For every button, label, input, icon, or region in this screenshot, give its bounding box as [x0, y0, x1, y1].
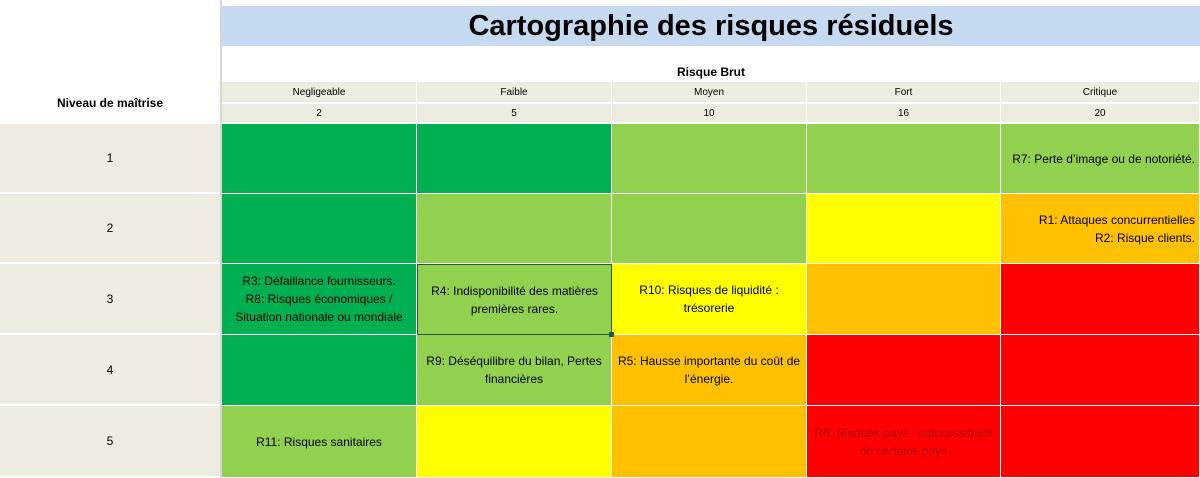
matrix-cell[interactable]: R3: Défaillance fournisseurs. R8: Risque…: [222, 264, 417, 335]
matrix-cell[interactable]: [222, 194, 417, 264]
matrix-cell[interactable]: [807, 335, 1001, 406]
row-header[interactable]: 1: [0, 124, 220, 194]
matrix-cell[interactable]: R9: Déséquilibre du bilan, Pertes financ…: [417, 335, 612, 406]
matrix-cell[interactable]: [1001, 264, 1200, 335]
column-header-label[interactable]: Fort: [807, 82, 1001, 102]
matrix-cell[interactable]: R4: Indisponibilité des matières premièr…: [417, 264, 612, 335]
page-title: Cartographie des risques résiduels: [222, 6, 1200, 46]
matrix-cell[interactable]: [222, 335, 417, 406]
row-header[interactable]: 3: [0, 264, 220, 335]
risk-label: R1: Attaques concurrentielles R2: Risque…: [1038, 212, 1195, 245]
matrix-cell[interactable]: [417, 406, 612, 478]
column-header-value[interactable]: 16: [807, 104, 1001, 122]
column-header-label[interactable]: Faible: [417, 82, 612, 102]
column-header-value[interactable]: 5: [417, 104, 612, 122]
column-header-value[interactable]: 2: [222, 104, 417, 122]
matrix-cell[interactable]: [417, 124, 612, 194]
matrix-cell[interactable]: [612, 194, 807, 264]
matrix-cell[interactable]: [222, 124, 417, 194]
matrix-cell[interactable]: R1: Attaques concurrentielles R2: Risque…: [1001, 194, 1200, 264]
column-group-label: Risque Brut: [676, 65, 745, 79]
row-header[interactable]: 2: [0, 194, 220, 264]
matrix-cell[interactable]: [807, 264, 1001, 335]
risk-label: R9: Déséquilibre du bilan, Pertes financ…: [426, 354, 602, 386]
matrix-cell[interactable]: R5: Hausse importante du coût de l’énerg…: [612, 335, 807, 406]
risk-label: R6: Risques pays : inaccessibilité de ce…: [814, 425, 993, 458]
column-header-value[interactable]: 20: [1001, 104, 1200, 122]
matrix-cell[interactable]: [1001, 335, 1200, 406]
row-axis-label: Niveau de maîtrise: [56, 96, 164, 110]
risk-label: R3: Défaillance fournisseurs. R8: Risque…: [235, 274, 403, 324]
matrix-cell[interactable]: R10: Risques de liquidité : trésorerie: [612, 264, 807, 335]
risk-label: R4: Indisponibilité des matières premièr…: [431, 283, 598, 316]
matrix-cell[interactable]: R6: Risques pays : inaccessibilité de ce…: [807, 406, 1001, 478]
matrix-cell[interactable]: [807, 194, 1001, 264]
row-header[interactable]: 5: [0, 406, 220, 478]
column-header-label[interactable]: Moyen: [612, 82, 807, 102]
risk-label: R11: Risques sanitaires: [256, 434, 382, 449]
matrix-cell[interactable]: [612, 406, 807, 478]
column-header-value[interactable]: 10: [612, 104, 807, 122]
frozen-pane-divider: [220, 0, 222, 478]
matrix-cell[interactable]: [807, 124, 1001, 194]
column-header-label[interactable]: Negligeable: [222, 82, 417, 102]
column-header-label[interactable]: Critique: [1001, 82, 1200, 102]
selection-fill-handle[interactable]: [609, 332, 614, 337]
row-header[interactable]: 4: [0, 335, 220, 406]
risk-label: R7: Perte d’image ou de notoriété.: [1012, 151, 1195, 166]
matrix-cell[interactable]: [1001, 406, 1200, 478]
matrix-cell[interactable]: R11: Risques sanitaires: [222, 406, 417, 478]
matrix-cell[interactable]: [612, 124, 807, 194]
risk-label: R10: Risques de liquidité : trésorerie: [639, 283, 779, 315]
matrix-cell[interactable]: [417, 194, 612, 264]
matrix-cell[interactable]: R7: Perte d’image ou de notoriété.: [1001, 124, 1200, 194]
risk-label: R5: Hausse importante du coût de l’énerg…: [617, 354, 801, 386]
